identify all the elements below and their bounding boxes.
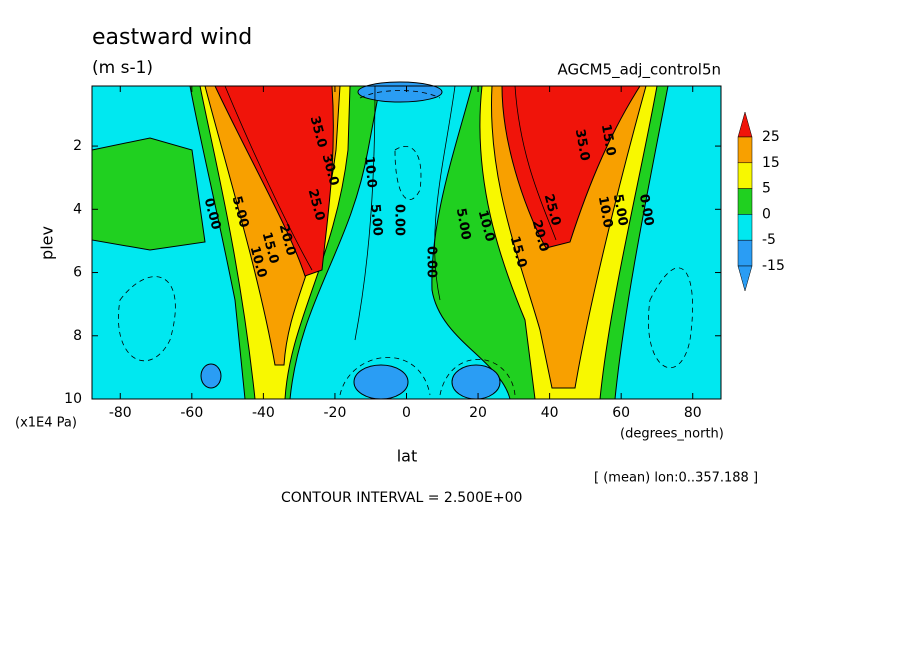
contour-label: 0.00 (392, 204, 407, 236)
contour-line (339, 357, 431, 396)
y-axis-label: plev (38, 226, 57, 260)
colorbar-label: 25 (762, 129, 780, 145)
y-tick-label: 4 (73, 201, 82, 217)
y-axis-units: (x1E4 Pa) (15, 416, 77, 431)
x-tick-label: -80 (109, 405, 132, 421)
colorbar-label: 0 (762, 206, 771, 222)
x-tick-label: 60 (612, 405, 630, 421)
y-tick-label: 10 (64, 391, 82, 407)
dataset-label: AGCM5_adj_control5n (557, 61, 721, 80)
contour-region (357, 81, 443, 103)
contour-label: 35.0 (572, 128, 592, 162)
contour-region (451, 364, 501, 400)
contour-region (501, 85, 641, 249)
y-tick-label: 8 (73, 328, 82, 344)
contour-label: 0.00 (636, 193, 656, 227)
x-tick-label: 20 (469, 405, 487, 421)
colorbar-label: 15 (762, 155, 780, 171)
colorbar-extension (737, 265, 753, 292)
contour-line (434, 85, 456, 301)
colorbar-extension (737, 111, 753, 138)
x-axis-label: lat (397, 447, 418, 466)
contour-label: 5.00 (610, 193, 630, 227)
colorbar-segment (737, 136, 753, 164)
contour-line (648, 267, 693, 369)
contour-line (224, 85, 313, 271)
contour-region (91, 137, 206, 251)
x-tick-label: 80 (684, 405, 702, 421)
contour-line (354, 85, 376, 341)
y-tick-label: 6 (73, 265, 82, 281)
contour-label: 10.0 (595, 195, 615, 229)
colorbar-label: -5 (762, 232, 776, 248)
chart-subtitle: (m s-1) (92, 58, 153, 78)
contour-interval: CONTOUR INTERVAL = 2.500E+00 (281, 490, 522, 506)
contour-line (439, 359, 516, 396)
contour-region (353, 364, 409, 400)
contour-label: 0.00 (424, 246, 439, 278)
footer: [ (mean) lon:0..357.188 ] (594, 471, 758, 486)
contour-label: 5.00 (367, 203, 385, 236)
colorbar-segment (737, 162, 753, 189)
x-tick-label: -40 (252, 405, 275, 421)
x-tick-label: 40 (541, 405, 559, 421)
contour-line (359, 90, 441, 99)
contour-region (200, 363, 222, 389)
x-tick-label: 0 (402, 405, 411, 421)
x-tick-label: -60 (180, 405, 203, 421)
colorbar-segment (737, 239, 753, 267)
colorbar-label: -15 (762, 258, 785, 274)
chart-title: eastward wind (92, 25, 252, 50)
contour-label: 10.0 (361, 155, 379, 188)
contour-line (118, 276, 176, 362)
contour-line (514, 85, 557, 241)
y-tick-label: 2 (73, 138, 82, 154)
contour-label: 15.0 (598, 123, 618, 157)
x-axis-units: (degrees_north) (620, 427, 724, 442)
colorbar-segment (737, 188, 753, 215)
colorbar-label: 5 (762, 181, 771, 197)
plot-area (91, 81, 722, 400)
contour-region (214, 85, 334, 277)
contour-label: 5.00 (453, 207, 473, 241)
colorbar-segment (737, 214, 753, 241)
x-tick-label: -20 (324, 405, 347, 421)
